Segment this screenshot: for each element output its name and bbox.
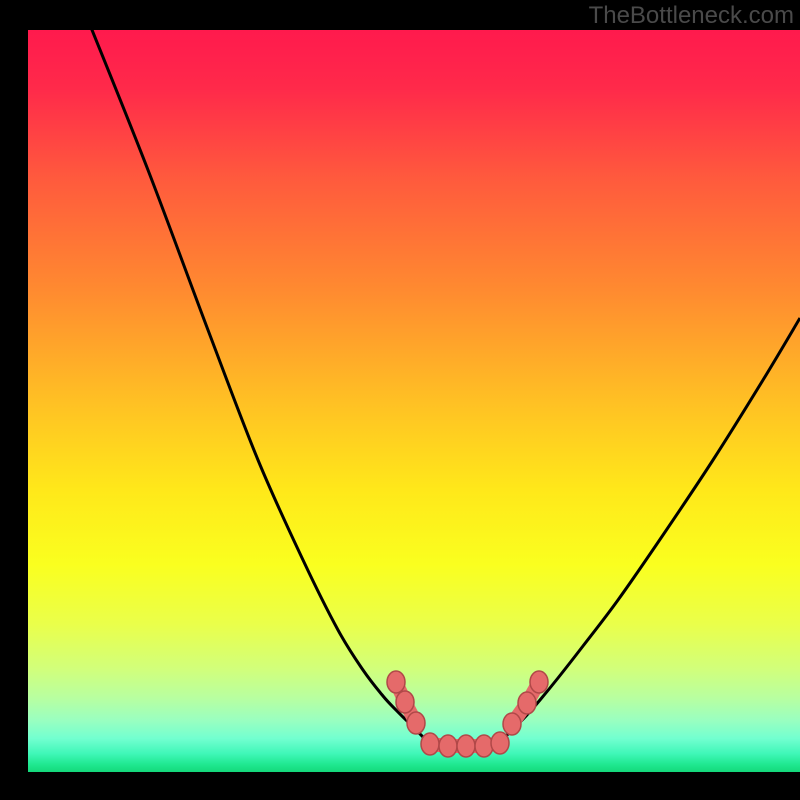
data-marker	[421, 733, 439, 755]
gradient-background	[28, 30, 800, 772]
data-marker	[439, 735, 457, 757]
data-marker	[407, 712, 425, 734]
data-marker	[491, 732, 509, 754]
data-marker	[396, 691, 414, 713]
data-marker	[457, 735, 475, 757]
data-marker	[475, 735, 493, 757]
frame-bottom	[0, 772, 800, 800]
plot-area	[28, 30, 800, 772]
data-marker	[503, 713, 521, 735]
watermark-text: TheBottleneck.com	[589, 2, 794, 30]
frame-left	[0, 0, 28, 800]
data-marker	[530, 671, 548, 693]
chart-svg	[28, 30, 800, 772]
data-marker	[518, 692, 536, 714]
data-marker	[387, 671, 405, 693]
